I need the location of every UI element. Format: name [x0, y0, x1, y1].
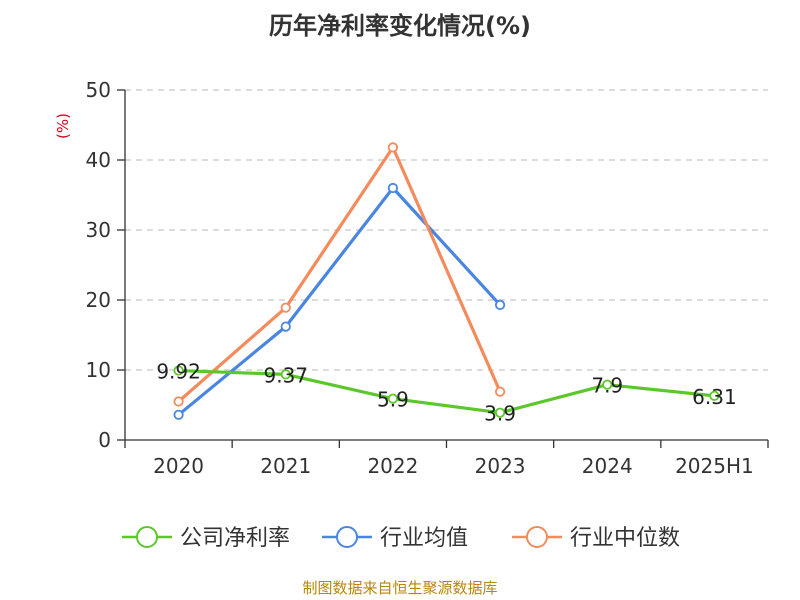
legend-label: 行业均值 — [380, 526, 468, 551]
series-layer — [173, 142, 720, 420]
data-labels: 9.92 9.37 5.9 3.9 7.9 6.31 — [156, 360, 736, 426]
legend-marker — [526, 526, 548, 548]
data-label: 9.37 — [263, 363, 308, 387]
legend-item-1: 行业均值 — [322, 526, 468, 551]
series-line-1 — [177, 186, 502, 417]
x-tick-label: 2022 — [367, 454, 418, 478]
data-point — [494, 299, 506, 310]
data-point — [494, 386, 506, 397]
data-point — [387, 142, 399, 153]
axes: 0 10 20 30 40 50 2020 2021 2022 2023 2024 2025H1 — [86, 78, 769, 478]
legend-marker — [336, 526, 358, 548]
data-point — [387, 182, 399, 194]
legend-marker — [136, 526, 158, 548]
data-label: 7.9 — [591, 374, 623, 398]
legend: 公司净利率 行业均值 行业中位数 — [122, 526, 680, 551]
grid-lines — [125, 89, 768, 371]
y-tick-label: 30 — [86, 218, 111, 242]
legend-label: 行业中位数 — [570, 526, 680, 551]
data-label: 6.31 — [692, 385, 737, 409]
data-point — [280, 321, 291, 332]
x-tick-label: 2021 — [260, 454, 311, 478]
x-tick-label: 2025H1 — [675, 454, 754, 478]
data-label: 3.9 — [484, 402, 516, 426]
series-line-2 — [177, 145, 502, 403]
data-point — [173, 409, 184, 420]
data-point — [387, 393, 399, 404]
data-point — [602, 379, 613, 390]
y-tick-label: 50 — [86, 78, 111, 102]
x-tick-label: 2020 — [153, 454, 204, 478]
y-tick-label: 40 — [86, 148, 111, 172]
chart-title: 历年净利率变化情况(%) — [269, 12, 531, 40]
legend-label: 公司净利率 — [180, 526, 290, 551]
data-label: 5.9 — [377, 388, 409, 412]
data-point — [173, 365, 184, 376]
data-label: 9.92 — [156, 360, 201, 384]
series-line-0 — [178, 368, 715, 415]
data-point — [280, 369, 291, 380]
y-tick-label: 10 — [86, 358, 111, 382]
y-tick-label: 0 — [98, 428, 111, 452]
data-point — [709, 390, 720, 401]
y-axis-label: (%) — [54, 113, 72, 139]
data-point — [494, 407, 506, 418]
x-tick-label: 2024 — [582, 454, 633, 478]
y-tick-label: 20 — [86, 288, 111, 312]
legend-item-2: 行业中位数 — [512, 526, 680, 551]
data-point — [173, 396, 184, 407]
legend-item-0: 公司净利率 — [122, 526, 290, 551]
data-point — [280, 302, 291, 313]
source-note: 制图数据来自恒生聚源数据库 — [302, 579, 497, 597]
x-tick-label: 2023 — [475, 454, 526, 478]
